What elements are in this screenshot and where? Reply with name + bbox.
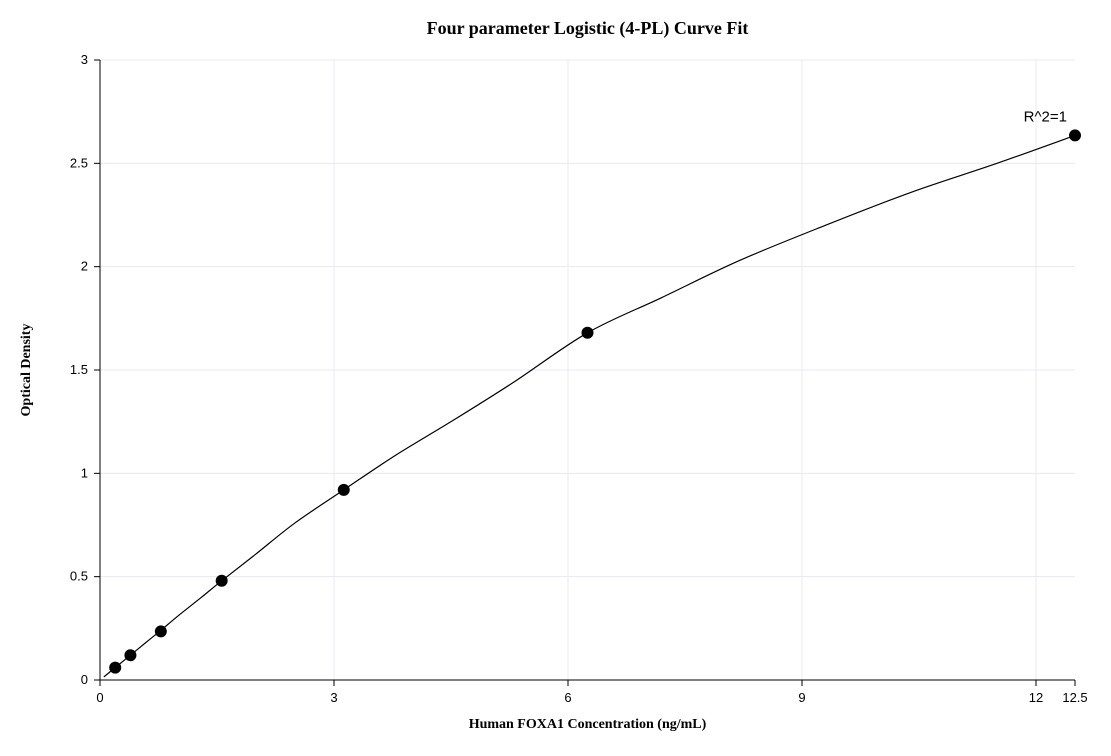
chart-container: 0 3 6 9 12 12.5 0 0.5 1 1.5 2 2.5 3 R^2=1 Four paramet… <box>0 0 1111 756</box>
x-tick-label: 6 <box>564 690 571 705</box>
chart-title: Four parameter Logistic (4-PL) Curve Fit <box>427 18 749 39</box>
y-tick-label: 0 <box>81 672 88 687</box>
y-tick-label: 2.5 <box>70 155 88 170</box>
y-tick-label: 2 <box>81 259 88 274</box>
y-axis-label: Optical Density <box>19 324 34 417</box>
x-tick-label: 3 <box>330 690 337 705</box>
chart-svg: 0 3 6 9 12 12.5 0 0.5 1 1.5 2 2.5 3 R^2=1 Four paramet… <box>0 0 1111 756</box>
x-tick-label: 12.5 <box>1062 690 1087 705</box>
data-point <box>216 575 228 587</box>
chart-background <box>0 0 1111 756</box>
x-tick-label: 9 <box>798 690 805 705</box>
data-point <box>124 649 136 661</box>
data-point <box>109 662 121 674</box>
data-point <box>155 625 167 637</box>
data-point <box>338 484 350 496</box>
y-tick-label: 3 <box>81 52 88 67</box>
data-point <box>1069 129 1081 141</box>
data-point <box>582 327 594 339</box>
y-tick-label: 1.5 <box>70 362 88 377</box>
x-tick-label: 12 <box>1029 690 1043 705</box>
y-tick-label: 1 <box>81 465 88 480</box>
x-axis-label: Human FOXA1 Concentration (ng/mL) <box>469 717 707 732</box>
x-tick-label: 0 <box>96 690 103 705</box>
y-tick-label: 0.5 <box>70 569 88 584</box>
r-squared-annotation: R^2=1 <box>1024 108 1067 125</box>
